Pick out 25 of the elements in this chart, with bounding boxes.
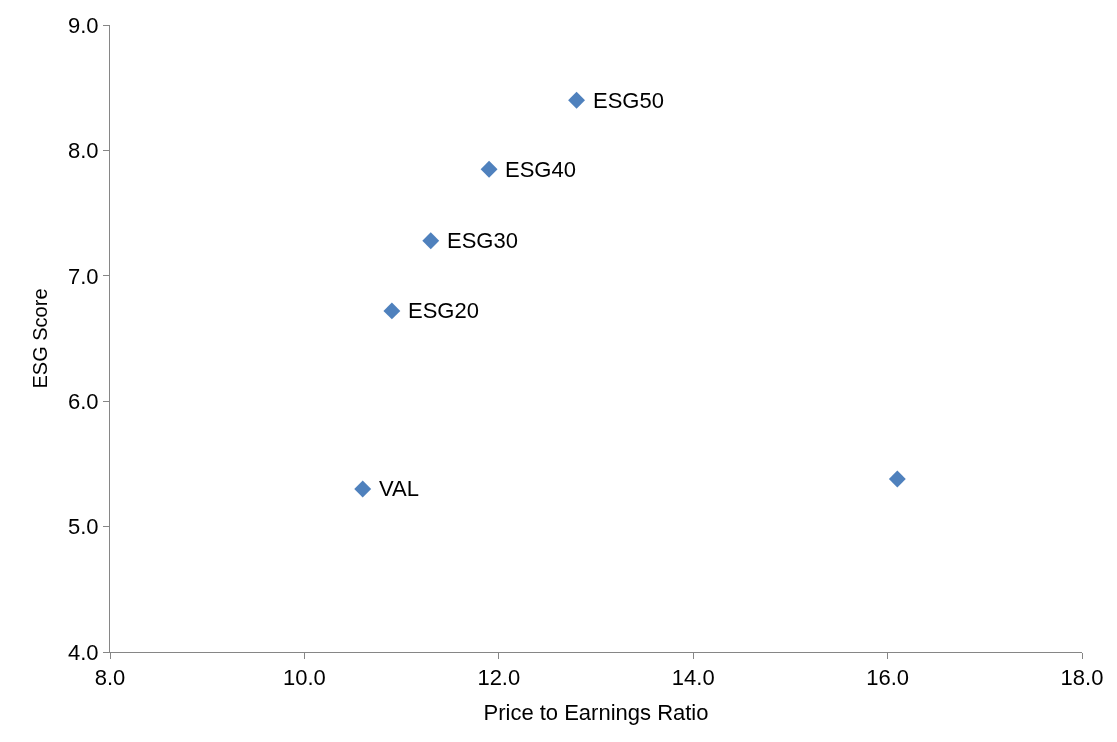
annotation: ESG20	[408, 298, 479, 323]
point	[480, 160, 498, 178]
point	[888, 470, 906, 488]
y-tick-label: 6.0	[68, 388, 99, 414]
y-tick-label: 9.0	[68, 12, 99, 38]
annotation: ESG30	[447, 228, 518, 253]
point	[354, 480, 372, 498]
x-tick-label: 12.0	[477, 665, 521, 691]
annotation: VAL	[379, 476, 419, 501]
x-tick-label: 18.0	[1060, 665, 1104, 691]
x-tick-label: 16.0	[866, 665, 910, 691]
point	[422, 232, 440, 250]
x-tick-label: 10.0	[282, 665, 326, 691]
y-tick-label: 4.0	[68, 639, 99, 665]
annotation: ESG40	[505, 157, 576, 182]
x-axis-title: Price to Earnings Ratio	[483, 700, 709, 726]
y-axis-title: ESG Score	[28, 288, 51, 389]
x-tick-label: 14.0	[671, 665, 715, 691]
point	[568, 91, 586, 109]
y-tick-label: 5.0	[68, 514, 99, 540]
annotation: ESG50	[593, 88, 664, 113]
y-tick-label: 8.0	[68, 138, 99, 164]
point	[383, 302, 401, 320]
x-tick-label: 8.0	[94, 665, 126, 691]
y-tick-label: 7.0	[68, 263, 99, 289]
